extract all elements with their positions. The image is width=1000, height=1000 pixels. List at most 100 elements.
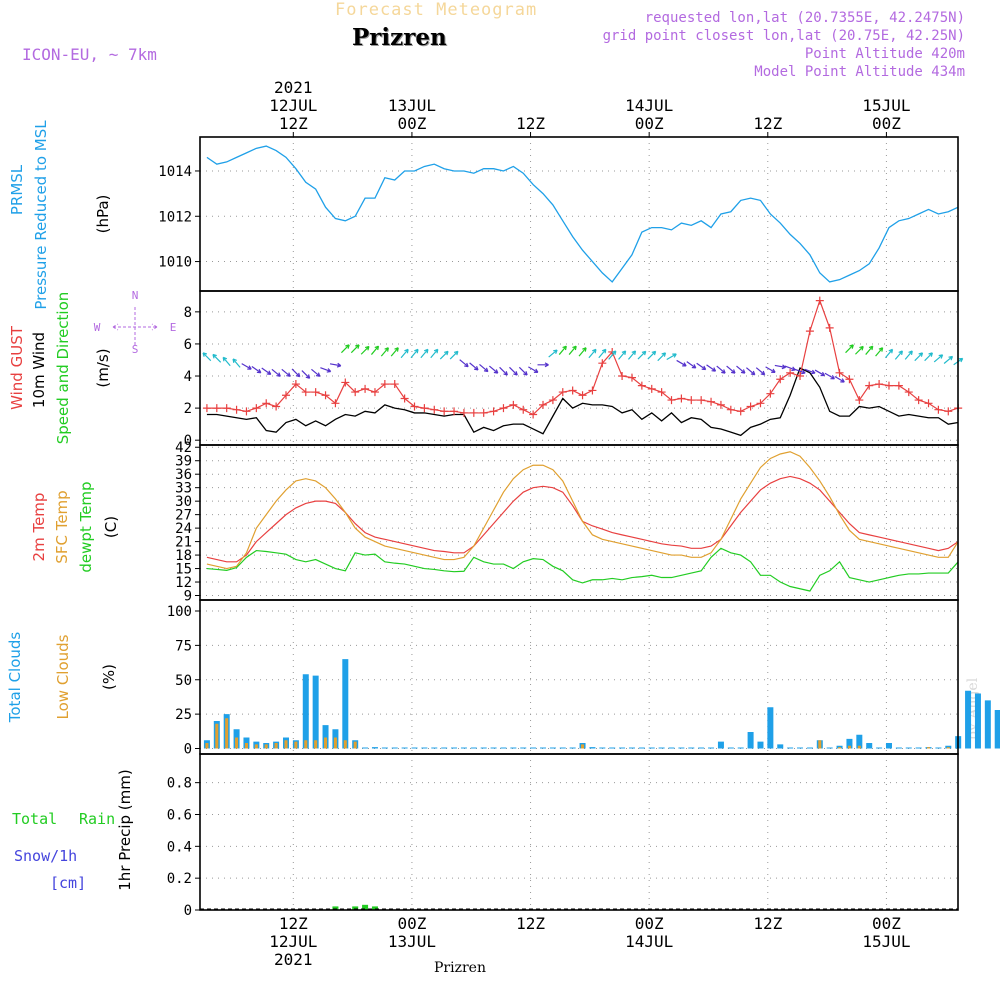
- pressure-label: Pressure Reduced to MSL: [32, 120, 50, 310]
- sfc-temp-label: SFC Temp: [53, 490, 71, 563]
- y-tick-label: 0: [184, 742, 192, 758]
- wind-direction-arrow: [291, 368, 301, 378]
- low-cloud-bar: [215, 723, 219, 749]
- y-tick-label: 0.2: [167, 871, 192, 887]
- clouds-unit-label: (%): [100, 664, 118, 690]
- wind-direction-arrow: [716, 365, 726, 374]
- total-cloud-bar: [688, 747, 695, 749]
- gust-marker: [242, 407, 251, 416]
- low-cloud-bar: [294, 741, 298, 749]
- y-tick-label: 0: [184, 433, 192, 449]
- total-cloud-bar: [915, 747, 922, 749]
- low-cloud-bar: [927, 747, 931, 749]
- total-cloud-bar: [451, 747, 458, 749]
- point-altitude: Point Altitude 420m: [804, 46, 965, 62]
- sfc-temp-line: [206, 451, 959, 570]
- y-tick-label: 27: [175, 508, 192, 524]
- wind-direction-arrow: [943, 355, 954, 364]
- gust-marker: [479, 408, 488, 417]
- total-cloud-bar: [391, 747, 398, 749]
- y-tick-label: 0.6: [167, 807, 192, 823]
- total-cloud-bar: [619, 747, 626, 749]
- wind-direction-arrow: [370, 345, 380, 355]
- rain-bar: [371, 906, 378, 910]
- y-tick-label: 75: [175, 638, 192, 654]
- bottom-axis-time: 00Z: [397, 914, 426, 933]
- gust-marker: [548, 396, 557, 405]
- wind-direction-arrow: [340, 344, 350, 354]
- wind-direction-arrow: [884, 348, 894, 359]
- low-cloud-bar: [264, 744, 268, 749]
- wind-direction-arrow: [558, 345, 567, 355]
- total-cloud-bar: [747, 732, 754, 749]
- gust-marker: [321, 391, 330, 400]
- low-cloud-bar: [304, 740, 308, 749]
- low-cloud-bar: [333, 737, 337, 749]
- dewpt-temp-line: [206, 547, 959, 592]
- total-cloud-bar: [866, 743, 873, 749]
- wind-direction-arrow: [696, 362, 707, 371]
- total-cloud-bar: [806, 747, 813, 749]
- gust-marker: [519, 405, 528, 414]
- wind-direction-arrow: [914, 352, 924, 362]
- wind-direction-arrow: [647, 350, 657, 360]
- y-tick-label: 1010: [158, 255, 192, 271]
- top-axis-date: 12JUL: [269, 96, 317, 115]
- wind-direction-arrow: [202, 352, 212, 362]
- gust-marker: [390, 380, 399, 389]
- gust-marker: [509, 400, 518, 409]
- compass-north: N: [132, 289, 139, 302]
- y-tick-label: 6: [184, 337, 192, 353]
- wind-direction-arrow: [528, 366, 539, 373]
- compass-rose-icon: [112, 307, 158, 345]
- y-tick-label: 0.4: [167, 839, 192, 855]
- wind-direction-arrow: [894, 350, 903, 360]
- wind-direction-arrow: [568, 345, 577, 355]
- wind-direction-arrow: [449, 350, 459, 360]
- wind-direction-arrow: [706, 364, 717, 372]
- wind-direction-arrow: [548, 349, 558, 358]
- wind-direction-arrow: [904, 350, 913, 360]
- gust-marker: [756, 399, 765, 408]
- gust-marker: [697, 396, 706, 405]
- gust-marker: [914, 396, 923, 405]
- wind-direction-arrow: [320, 367, 332, 373]
- y-tick-label: 9: [184, 589, 192, 605]
- low-cloud-bar: [324, 737, 328, 749]
- bottom-axis-time: 00Z: [635, 914, 664, 933]
- gust-marker: [282, 391, 290, 400]
- total-cloud-bar: [599, 747, 606, 749]
- total-cloud-bar: [411, 747, 418, 749]
- wind-direction-arrow: [726, 365, 736, 374]
- total-cloud-bar: [490, 747, 497, 749]
- wind-direction-arrow: [222, 356, 231, 367]
- gust-marker: [370, 388, 379, 397]
- wind-direction-arrow: [509, 366, 518, 376]
- wind-direction-arrow: [479, 364, 489, 373]
- gust-marker: [558, 388, 567, 397]
- bottom-axis-time: 12Z: [753, 914, 782, 933]
- pressure-unit-label: (hPa): [94, 195, 112, 234]
- wind-direction-arrow: [666, 353, 677, 361]
- gust-marker: [341, 378, 350, 387]
- gust-marker: [944, 407, 953, 416]
- gust-marker: [746, 402, 755, 411]
- gust-marker: [440, 407, 449, 416]
- top-axis-time: 00Z: [397, 114, 426, 133]
- total-cloud-bar: [905, 747, 912, 749]
- gust-marker: [430, 405, 439, 414]
- wind-direction-arrow: [834, 375, 845, 383]
- y-tick-label: 1014: [158, 164, 192, 180]
- total-cloud-bar: [312, 675, 319, 749]
- total-cloud-bar: [638, 747, 645, 749]
- total-cloud-bar: [421, 747, 428, 749]
- wind-direction-arrow: [439, 350, 449, 360]
- bottom-station-label: Prizren: [434, 960, 486, 976]
- total-cloud-bar: [460, 747, 467, 749]
- gust-marker: [361, 384, 370, 393]
- gust-marker: [716, 400, 725, 409]
- top-axis-time: 12Z: [279, 114, 308, 133]
- total-cloud-bar: [401, 747, 408, 749]
- wind-unit-label: (m/s): [94, 348, 112, 387]
- gust-marker: [667, 396, 676, 405]
